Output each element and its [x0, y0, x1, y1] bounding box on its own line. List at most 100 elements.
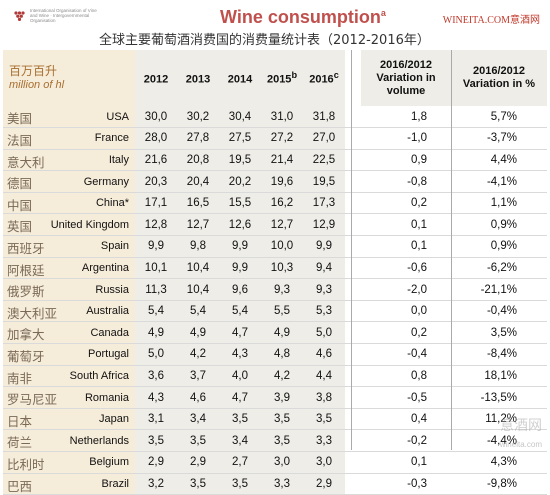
table-row: 葡萄牙 Portugal 5,0 4,2 4,3 4,8 4,6 -0,4 -8,4% [3, 343, 547, 366]
year-value-cell: 3,4 [219, 429, 261, 452]
year-value-cell: 3,2 [135, 473, 177, 495]
year-value-cell: 9,9 [219, 257, 261, 280]
country-cell: 法国 France [3, 127, 135, 150]
column-gap [345, 408, 361, 431]
country-cell: 澳大利亚 Australia [3, 300, 135, 323]
year-value-cell: 27,0 [303, 127, 345, 150]
table-body: 美国 USA 30,0 30,2 30,4 31,0 31,8 1,8 5,7% 法国 France… [3, 106, 547, 495]
year-value-cell: 17,3 [303, 192, 345, 215]
country-name-cn: 葡萄牙 [7, 350, 45, 365]
variation-percent-cell: 4,4% [451, 149, 547, 172]
year-value-cell: 30,0 [135, 106, 177, 129]
year-value-cell: 3,5 [303, 408, 345, 431]
year-value-cell: 9,3 [261, 278, 303, 301]
table-row: 澳大利亚 Australia 5,4 5,4 5,4 5,5 5,3 0,0 -0,4% [3, 300, 547, 323]
year-value-cell: 19,5 [303, 170, 345, 193]
year-value-cell: 19,5 [219, 149, 261, 172]
column-gap [345, 321, 361, 345]
column-divider [351, 50, 352, 450]
country-cell: 中国 China* [3, 192, 135, 215]
year-value-cell: 3,4 [177, 408, 219, 431]
country-name-en: Italy [108, 153, 129, 166]
year-value-cell: 4,8 [261, 343, 303, 366]
year-sup: b [291, 70, 298, 81]
variation-percent-cell: 3,5% [451, 321, 547, 345]
country-name-cn: 日本 [7, 414, 33, 429]
oiv-logo: International Organisation of Vine and W… [12, 7, 97, 35]
variation-volume-cell: 0,1 [361, 451, 451, 474]
country-name-en: Germany [83, 175, 129, 188]
variation-percent-cell: 5,7% [451, 106, 547, 129]
country-name-en: Japan [99, 413, 129, 426]
chart-subtitle-cn: 全球主要葡萄酒消费国的消费量统计表（2012-2016年） [99, 33, 430, 48]
country-name-cn: 英国 [7, 220, 33, 235]
year-value-cell: 3,1 [135, 408, 177, 431]
column-gap [345, 213, 361, 237]
column-gap [345, 106, 361, 129]
year-value-cell: 9,9 [135, 235, 177, 258]
year-value-cell: 3,5 [219, 473, 261, 495]
table-row: 加拿大 Canada 4,9 4,9 4,7 4,9 5,0 0,2 3,5% [3, 321, 547, 345]
year-value-cell: 10,1 [135, 257, 177, 280]
title-superscript: a [380, 8, 386, 18]
country-cell: 加拿大 Canada [3, 321, 135, 345]
year-value-cell: 28,0 [135, 127, 177, 150]
year-label: 2013 [185, 73, 211, 86]
year-value-cell: 20,2 [219, 170, 261, 193]
year-header: 2013 [177, 50, 219, 106]
variation-volume-cell: 1,8 [361, 106, 451, 129]
country-name-en: France [94, 132, 129, 145]
variation-percent-cell: -4,4% [451, 429, 547, 452]
country-name-en: Brazil [101, 477, 129, 490]
country-name-en: Spain [100, 240, 129, 253]
country-name-en: Canada [90, 326, 129, 339]
year-value-cell: 21,6 [135, 149, 177, 172]
country-name-cn: 比利时 [7, 458, 45, 472]
variation-volume-cell: 0,1 [361, 235, 451, 258]
column-gap [345, 300, 361, 323]
table-row: 法国 France 28,0 27,8 27,5 27,2 27,0 -1,0 -3,7% [3, 127, 547, 150]
country-name-en: China* [95, 197, 129, 210]
variation-percent-cell: -8,4% [451, 343, 547, 366]
variation-percent-cell: -4,1% [451, 170, 547, 193]
year-label: 2012 [143, 73, 169, 86]
year-value-cell: 27,2 [261, 127, 303, 150]
country-name-cn: 荷兰 [7, 436, 33, 451]
year-value-cell: 12,8 [135, 213, 177, 237]
year-header: 2016c [303, 50, 345, 106]
year-value-cell: 2,7 [219, 451, 261, 474]
year-label: 2014 [227, 73, 253, 86]
variation-volume-cell: 0,8 [361, 365, 451, 388]
year-value-cell: 22,5 [303, 149, 345, 172]
year-value-cell: 4,0 [219, 365, 261, 388]
table-row: 美国 USA 30,0 30,2 30,4 31,0 31,8 1,8 5,7% [3, 106, 547, 129]
year-value-cell: 30,2 [177, 106, 219, 129]
year-value-cell: 9,9 [303, 235, 345, 258]
variation-percent-cell: 18,1% [451, 365, 547, 388]
year-value-cell: 31,0 [261, 106, 303, 129]
year-label: 2016 [309, 73, 334, 86]
country-name-en: Australia [86, 305, 129, 318]
consumption-table: 百万百升 million of hl 2012 2013 2014 2015b … [3, 50, 547, 495]
country-name-cn: 德国 [7, 177, 33, 192]
year-value-cell: 3,5 [135, 429, 177, 452]
year-value-cell: 9,9 [219, 235, 261, 258]
column-gap [345, 192, 361, 215]
year-value-cell: 10,3 [261, 257, 303, 280]
year-value-cell: 3,8 [303, 386, 345, 409]
variation-volume-cell: -0,8 [361, 170, 451, 193]
country-cell: 美国 USA [3, 106, 135, 129]
year-value-cell: 4,3 [219, 343, 261, 366]
year-value-cell: 15,5 [219, 192, 261, 215]
country-cell: 巴西 Brazil [3, 473, 135, 495]
table-row: 罗马尼亚 Romania 4,3 4,6 4,7 3,9 3,8 -0,5 -13,5% [3, 386, 547, 409]
variation-percent-cell: 11,2% [451, 408, 547, 431]
year-sup: c [333, 70, 339, 81]
table-row: 意大利 Italy 21,6 20,8 19,5 21,4 22,5 0,9 4,4% [3, 149, 547, 172]
site-logo: WINEITA.COM意酒网 [442, 15, 540, 26]
consumption-table-wrap: 百万百升 million of hl 2012 2013 2014 2015b … [3, 50, 547, 495]
year-header: 2012 [135, 50, 177, 106]
variation-percent-cell: -6,2% [451, 257, 547, 280]
table-row: 比利时 Belgium 2,9 2,9 2,7 3,0 3,0 0,1 4,3% [3, 451, 547, 474]
variation-percent-cell: 1,1% [451, 192, 547, 215]
